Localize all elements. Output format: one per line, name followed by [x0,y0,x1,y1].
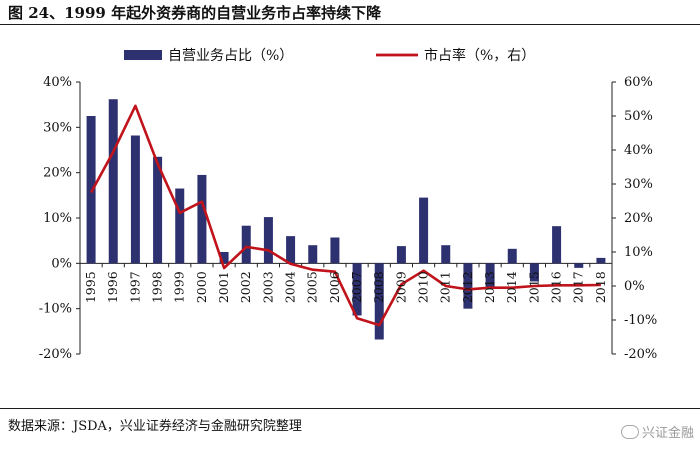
watermark: 兴证金融 [620,422,694,441]
bar-2005 [308,245,318,264]
left-tick-label: 40% [43,75,72,90]
right-tick-label: -10% [624,313,657,328]
x-tick-label: 2017 [571,271,586,303]
bar-2013 [485,263,495,287]
x-tick-label: 2018 [593,271,608,303]
left-tick-label: -20% [39,347,72,362]
x-tick-label: 1995 [83,271,98,303]
bar-1995 [86,116,96,264]
x-tick-label: 2000 [194,271,209,303]
x-tick-label: 2002 [238,271,253,303]
bar-2000 [197,174,207,264]
x-tick-label: 2013 [482,271,497,303]
x-tick-label: 2004 [283,271,298,303]
left-tick-label: 20% [43,166,72,181]
bar-2004 [286,236,296,264]
x-tick-label: 2009 [393,271,408,303]
x-tick-label: 2001 [216,271,231,303]
right-tick-label: 20% [624,211,653,226]
legend-bar-label: 自营业务占比（%） [168,48,293,64]
watermark-text: 兴证金融 [641,426,694,441]
source-note: 数据来源：JSDA，兴业证券经济与金融研究院整理 [8,419,302,434]
right-tick-label: 10% [624,245,653,260]
right-tick-label: 50% [624,109,653,124]
left-tick-label: 0% [51,256,72,271]
x-tick-label: 2016 [549,271,564,303]
x-tick-label: 2011 [438,271,453,303]
x-tick-label: 2015 [526,271,541,303]
x-tick-label: 2003 [260,271,275,303]
x-tick-label: 2007 [349,271,364,303]
market-share-line [89,104,601,327]
bar-2017 [574,263,584,268]
figure-title: 图 24、1999 年起外资券商的自营业务市占率持续下降 [8,4,382,22]
x-tick-labels: 1995 1996 1997 1998 1999 2000 2001 2002 2003 2004… [83,271,608,303]
bar-2001 [219,252,229,264]
bar-series [86,99,606,340]
bar-2010 [419,197,429,264]
bar-2015 [529,263,539,282]
bar-2003 [263,217,273,264]
x-tick-label: 2006 [327,271,342,303]
wechat-icon [620,425,639,439]
x-tick-label: 1996 [105,271,120,303]
x-tick-label: 1998 [150,271,165,303]
title-rule [0,24,700,25]
left-tick-label: 30% [43,120,72,135]
bar-2012 [463,263,473,309]
bar-2018 [596,257,606,264]
axes: -20% -10% 0% 10% 20% 30% 40% -20% -10% 0% 10% 20% 30… [39,75,658,362]
x-tick-label: 2010 [416,271,431,303]
bar-2008 [374,263,384,340]
right-tick-label: -20% [624,347,657,362]
bar-2014 [507,248,517,264]
bar-2011 [441,245,451,264]
x-tick-label: 2012 [460,271,475,303]
right-tick-label: 0% [624,279,645,294]
right-tick-label: 30% [624,177,653,192]
bar-1999 [175,188,185,264]
bar-1996 [108,99,118,264]
x-tick-label: 2008 [371,271,386,303]
line-series [89,104,601,327]
legend: 自营业务占比（%） 市占率（%，右） [124,47,535,64]
bar-2016 [552,226,562,264]
x-tick-label: 1999 [172,271,187,303]
legend-bar-swatch [124,50,162,60]
left-tick-label: -10% [39,302,72,317]
bar-2002 [241,225,251,264]
bar-1997 [130,135,140,264]
bar-2009 [396,246,406,264]
right-tick-label: 60% [624,75,653,90]
bar-2006 [330,237,340,264]
right-tick-label: 40% [624,143,653,158]
bar-2007 [352,263,362,316]
chart: 自营业务占比（%） 市占率（%，右） -20% -10% 0% 10% 20% 30% 40… [39,47,658,362]
source-rule [0,408,700,409]
x-tick-label: 1997 [127,271,142,303]
x-tick-label: 2014 [504,271,519,303]
x-tick-label: 2005 [305,271,320,303]
legend-line-label: 市占率（%，右） [424,47,535,64]
bar-1998 [153,156,163,264]
left-tick-label: 10% [43,211,72,226]
